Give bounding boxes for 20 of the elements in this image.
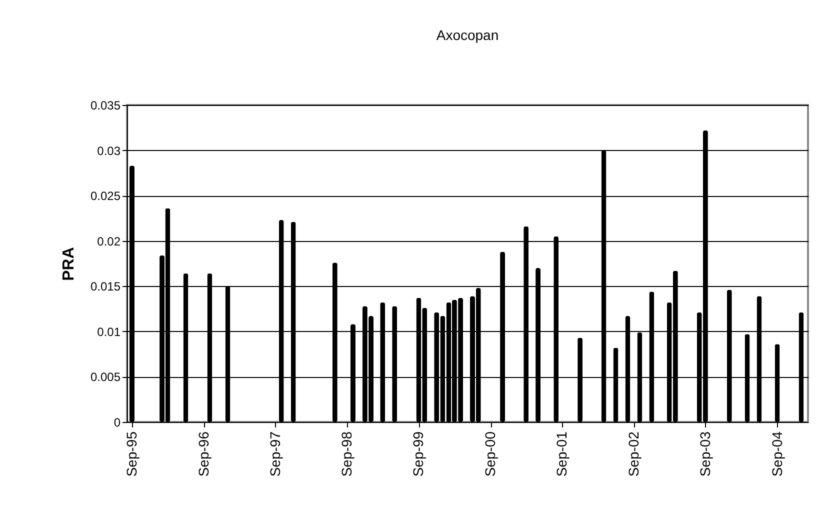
- chart-title: Axocopan: [436, 27, 499, 43]
- y-tick-label: 0.025: [90, 189, 121, 204]
- y-axis-title: PRA: [60, 246, 78, 281]
- y-tick-label: 0.015: [90, 280, 121, 294]
- x-tick-label: Sep-04: [768, 431, 785, 477]
- y-tick-label: 0.01: [97, 324, 121, 339]
- x-tick-label: Sep-97: [266, 431, 283, 477]
- x-tick-label: Sep-98: [338, 431, 355, 477]
- y-tick-label: 0.02: [97, 234, 121, 248]
- y-tick-label: 0.005: [90, 370, 121, 384]
- x-tick-label: Sep-03: [696, 431, 713, 477]
- y-tick-label: 0: [114, 416, 121, 430]
- x-tick-label: Sep-99: [410, 431, 426, 477]
- x-tick-label: Sep-01: [554, 431, 570, 477]
- x-tick-label: Sep-00: [482, 431, 498, 477]
- y-tick-label: 0.035: [90, 98, 121, 112]
- y-tick-label: 0.03: [97, 144, 121, 158]
- x-tick-label: Sep-02: [625, 431, 642, 477]
- x-tick-label: Sep-95: [124, 431, 140, 477]
- x-tick-label: Sep-96: [195, 431, 212, 477]
